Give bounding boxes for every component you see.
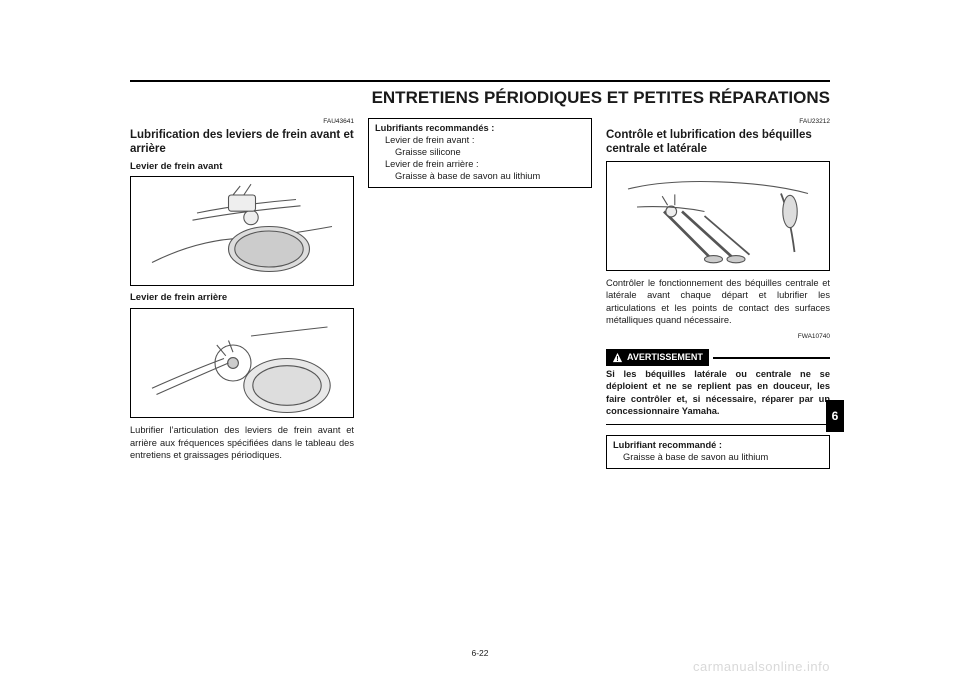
body-text-levers: Lubrifier l’articulation des leviers de … xyxy=(130,424,354,462)
warning-bar: ! AVERTISSEMENT xyxy=(606,349,830,365)
illustration-front-brake-lever xyxy=(130,176,354,286)
section-title-lubrication-levers: Lubrification des leviers de frein avant… xyxy=(130,128,354,157)
subhead-rear-lever: Levier de frein arrière xyxy=(130,292,354,305)
box-line-front-label: Levier de frein avant : xyxy=(375,134,585,146)
box-recommended-lubricants: Lubrifiants recommandés : Levier de frei… xyxy=(368,118,592,188)
box-line-value: Graisse à base de savon au lithium xyxy=(613,451,823,463)
warning-badge: ! AVERTISSEMENT xyxy=(606,349,709,365)
illustration-rear-brake-lever xyxy=(130,308,354,418)
front-lever-svg xyxy=(131,177,353,285)
body-text-stands: Contrôler le fonctionnement des béquille… xyxy=(606,277,830,327)
stands-svg xyxy=(607,162,829,270)
content-columns: FAU43641 Lubrification des leviers de fr… xyxy=(130,118,830,477)
chapter-side-tab: 6 xyxy=(826,400,844,432)
page-number: 6-22 xyxy=(0,648,960,658)
warning-text: Si les béquilles latérale ou centrale ne… xyxy=(606,368,830,425)
box-title: Lubrifiants recommandés : xyxy=(375,122,585,134)
page-header-title: ENTRETIENS PÉRIODIQUES ET PETITES RÉPARA… xyxy=(130,88,830,108)
column-1: FAU43641 Lubrification des leviers de fr… xyxy=(130,118,354,477)
illustration-stands xyxy=(606,161,830,271)
watermark: carmanualsonline.info xyxy=(693,659,830,674)
box-line-front-value: Graisse silicone xyxy=(375,146,585,158)
column-2: Lubrifiants recommandés : Levier de frei… xyxy=(368,118,592,477)
warning-rule xyxy=(713,357,830,359)
warning-triangle-icon: ! xyxy=(612,352,623,363)
column-3: FAU23212 Contrôle et lubrification des b… xyxy=(606,118,830,477)
ref-code: FAU43641 xyxy=(130,118,354,127)
svg-text:!: ! xyxy=(616,354,618,363)
section-title-stands: Contrôle et lubrification des béquilles … xyxy=(606,128,830,157)
warning-ref-code: FWA10740 xyxy=(606,333,830,342)
box-title: Lubrifiant recommandé : xyxy=(613,439,823,451)
manual-page: ENTRETIENS PÉRIODIQUES ET PETITES RÉPARA… xyxy=(0,0,960,678)
subhead-front-lever: Levier de frein avant xyxy=(130,161,354,174)
header-rule xyxy=(130,80,830,82)
warning-label: AVERTISSEMENT xyxy=(627,351,703,363)
box-line-rear-label: Levier de frein arrière : xyxy=(375,158,585,170)
box-recommended-lubricant-single: Lubrifiant recommandé : Graisse à base d… xyxy=(606,435,830,469)
ref-code: FAU23212 xyxy=(606,118,830,127)
box-line-rear-value: Graisse à base de savon au lithium xyxy=(375,170,585,182)
rear-lever-svg xyxy=(131,309,353,417)
